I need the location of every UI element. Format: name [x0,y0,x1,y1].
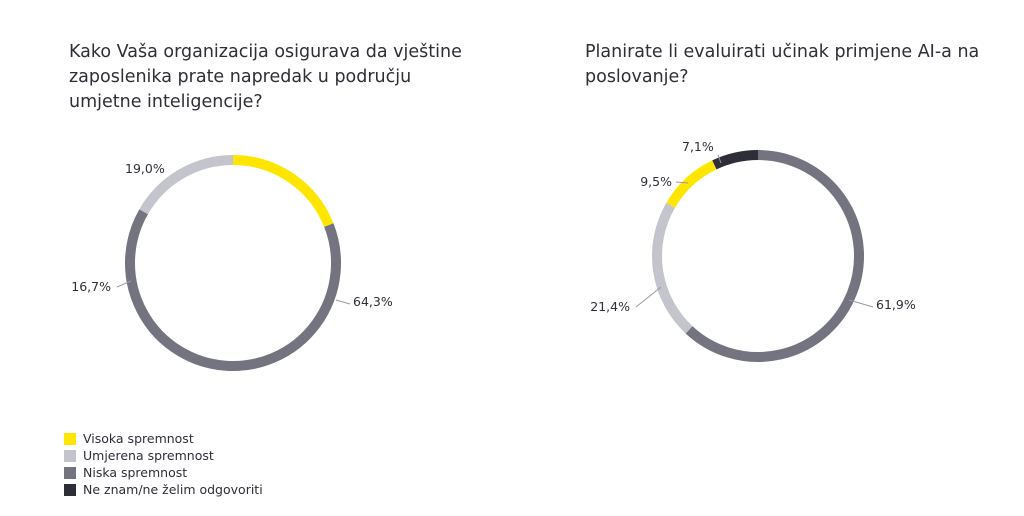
legend-item-niska: Niska spremnost [64,464,263,481]
donut-slice-ne-znam-ne-zelim-odgovoriti [712,150,759,170]
legend-label: Visoka spremnost [83,431,194,446]
data-label-visoka-spremnost: 19,0% [125,161,165,176]
label-leader-line [717,154,722,164]
label-leader-line [675,181,689,184]
donut-chart-2: 61,9% 21,4% 9,5% 7,1% [590,139,916,362]
donut-slice-visoka-spremnost [232,155,334,227]
data-label-ne-znam-ne-zelim-odgovoriti: 7,1% [682,139,714,154]
legend-swatch-umjerena [64,449,76,462]
label-leader-line [848,299,874,308]
label-leader-line [635,286,662,308]
legend-label: Ne znam/ne želim odgovoriti [83,482,263,497]
legend-swatch-ne-znam [64,483,76,496]
donut-slice-niska-spremnost [125,209,341,371]
donut-chart-1: 19,0% 64,3% 16,7% [71,155,393,371]
legend-item-umjerena: Umjerena spremnost [64,447,263,464]
chart-1-title: Kako Vaša organizacija osigurava da vješ… [69,42,462,112]
data-label-niska-spremnost: 61,9% [876,297,916,312]
legend: Visoka spremnost Umjerena spremnost Nisk… [64,430,263,498]
donut-slice-niska-spremnost [685,150,864,362]
donut-slice-umjerena-spremnost [652,202,693,334]
legend-item-visoka: Visoka spremnost [64,430,263,447]
donut-slice-umjerena-spremnost [139,155,234,215]
label-leader-line [335,299,351,305]
data-label-visoka-spremnost: 9,5% [640,174,672,189]
data-label-umjerena-spremnost: 21,4% [590,299,630,314]
data-label-niska-spremnost: 64,3% [353,294,393,309]
legend-swatch-visoka [64,432,76,445]
label-leader-line [116,280,132,288]
legend-label: Umjerena spremnost [83,448,214,463]
legend-label: Niska spremnost [83,465,188,480]
data-label-umjerena-spremnost: 16,7% [71,279,111,294]
donut-slice-visoka-spremnost [666,160,717,208]
legend-swatch-niska [64,466,76,479]
chart-2-title: Planirate li evaluirati učinak primjene … [585,42,980,87]
legend-item-ne-znam: Ne znam/ne želim odgovoriti [64,481,263,498]
